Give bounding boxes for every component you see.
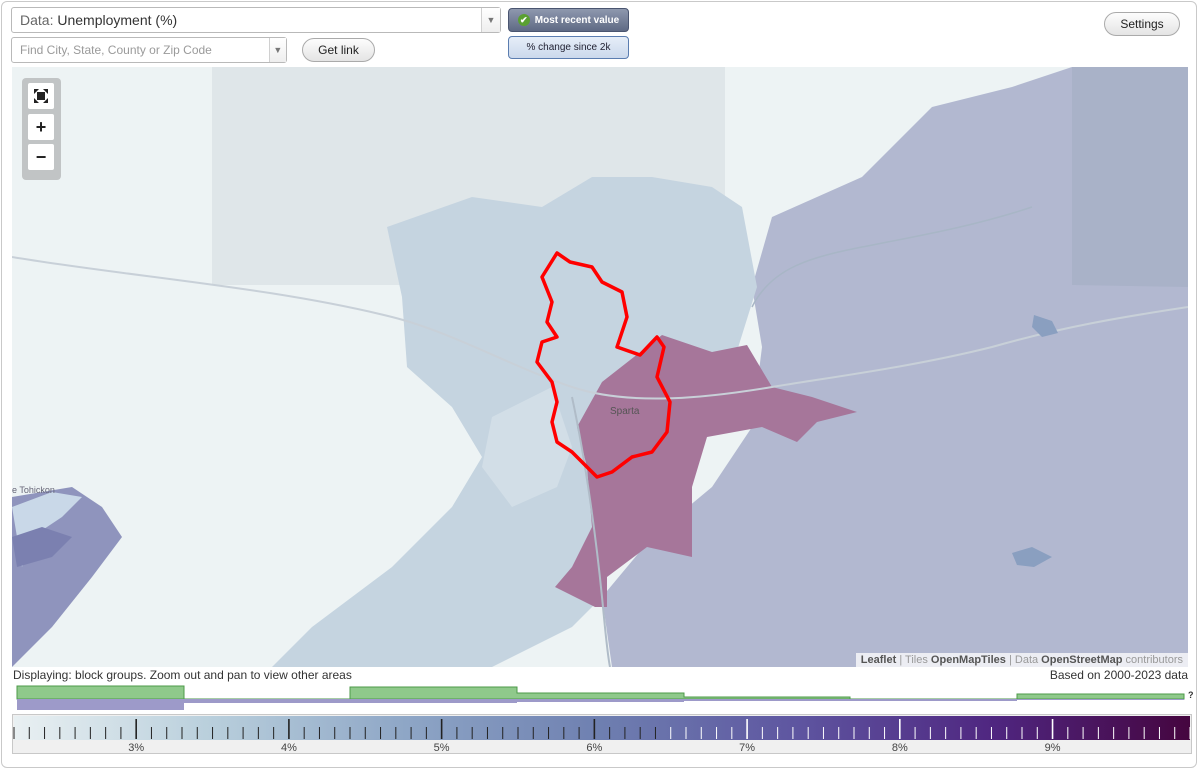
legend-ticks — [13, 719, 1191, 739]
legend-tick-label: 3% — [128, 742, 144, 753]
zoom-out-button[interactable]: − — [28, 144, 54, 170]
checkmark-icon: ✔ — [517, 14, 530, 26]
map-region-southwest-inner — [12, 527, 72, 567]
attribution-suffix: contributors — [1122, 654, 1183, 666]
map-lake — [1032, 315, 1058, 337]
display-status: Displaying: block groups. Zoom out and p… — [13, 668, 352, 682]
legend-scale: 3% 4% 5% 6% 7% 8% 9% — [13, 716, 1191, 754]
legend-labels: 3% 4% 5% 6% 7% 8% 9% — [128, 742, 1061, 754]
map-region-central-inner — [482, 387, 572, 507]
map-road — [751, 206, 1033, 308]
histogram-purple — [17, 699, 1184, 710]
histogram-green — [16, 685, 1185, 700]
percent-change-button[interactable]: % change since 2k — [508, 36, 629, 59]
chevron-down-icon[interactable]: ▼ — [268, 38, 286, 62]
most-recent-value-button[interactable]: ✔ Most recent value — [508, 8, 629, 32]
legend-tick-label: 4% — [281, 742, 297, 753]
legend-tick-label: 6% — [586, 742, 602, 753]
fullscreen-glyph — [34, 89, 48, 103]
chevron-down-icon[interactable]: ▼ — [481, 8, 500, 32]
openstreetmap-link[interactable]: OpenStreetMap — [1041, 654, 1123, 666]
map-region-high-value — [555, 335, 857, 607]
legend-tick-label: 8% — [892, 742, 908, 753]
map-region-northeast — [1072, 67, 1188, 287]
river-label: e Tohickon — [12, 485, 55, 495]
fullscreen-icon[interactable] — [28, 83, 54, 109]
attribution-sep: | Data — [1005, 654, 1042, 666]
zoom-control: + − — [22, 78, 61, 180]
location-search[interactable]: ▼ — [11, 37, 287, 63]
map-lake — [1012, 547, 1052, 567]
legend-gradient-bar — [14, 716, 1190, 740]
location-search-input[interactable] — [12, 43, 269, 57]
leaflet-link[interactable]: Leaflet — [860, 654, 897, 666]
data-select-text: Data: Unemployment (%) — [12, 12, 481, 28]
color-legend: 3% 4% 5% 6% 7% 8% 9% — [12, 714, 1192, 754]
map-water-river — [12, 492, 82, 567]
legend-tick-label: 7% — [739, 742, 755, 753]
map-attribution: Leaflet | Tiles OpenMapTiles | Data Open… — [855, 653, 1188, 667]
map-canvas[interactable]: Sparta e Tohickon — [12, 67, 1188, 667]
get-link-button[interactable]: Get link — [302, 38, 375, 62]
legend-tick-label: 9% — [1045, 742, 1061, 753]
most-recent-value-label: Most recent value — [534, 14, 620, 26]
attribution-sep: | Tiles — [896, 654, 931, 666]
data-select[interactable]: Data: Unemployment (%) ▼ — [11, 7, 501, 33]
place-label-sparta: Sparta — [610, 406, 640, 417]
map-river-line — [571, 396, 611, 667]
zoom-in-button[interactable]: + — [28, 114, 54, 140]
data-range-note: Based on 2000-2023 data — [1049, 668, 1188, 682]
openmaptiles-link[interactable]: OpenMapTiles — [930, 654, 1006, 666]
histogram-help[interactable]: ? — [1188, 690, 1194, 700]
value-histogram — [16, 685, 1185, 710]
data-value: Unemployment (%) — [57, 12, 178, 28]
selected-area-outline[interactable] — [535, 251, 672, 479]
legend-tick-label: 5% — [434, 742, 450, 753]
settings-button[interactable]: Settings — [1104, 12, 1180, 36]
data-prefix: Data: — [20, 12, 54, 28]
map-view[interactable]: Sparta e Tohickon — [12, 67, 1188, 667]
map-road — [12, 256, 1188, 400]
